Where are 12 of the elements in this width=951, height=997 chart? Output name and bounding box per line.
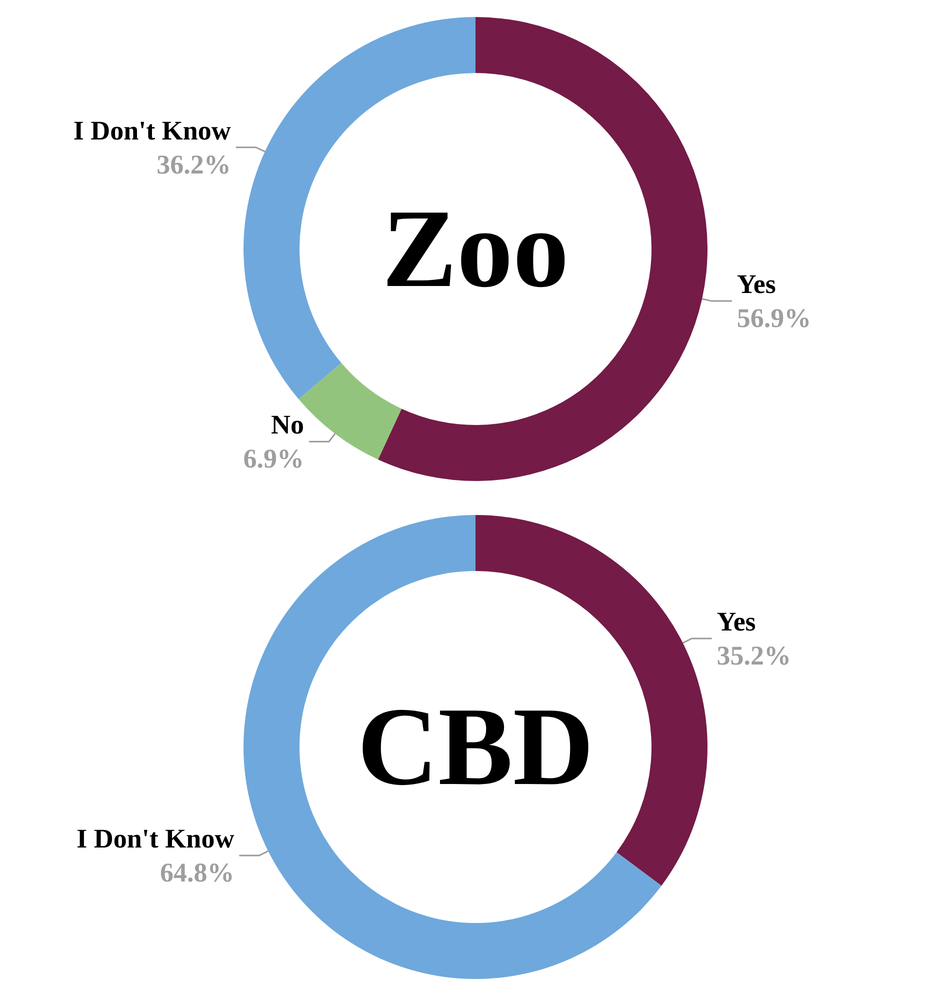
slice-label: I Don't Know <box>76 824 235 854</box>
text: Zoo <box>382 187 569 311</box>
data-label: 6.9% <box>243 444 304 474</box>
slice-label: Yes <box>716 606 756 636</box>
data-label: 56.9% <box>736 303 812 334</box>
data-label: 64.8% <box>160 858 234 888</box>
text: CBD <box>357 685 594 809</box>
slice-label: No <box>270 410 304 440</box>
slice-label: Yes <box>736 269 776 300</box>
slice-label: I Don't Know <box>73 115 232 146</box>
data-label: 36.2% <box>156 149 231 180</box>
data-label: 35.2% <box>716 640 792 670</box>
